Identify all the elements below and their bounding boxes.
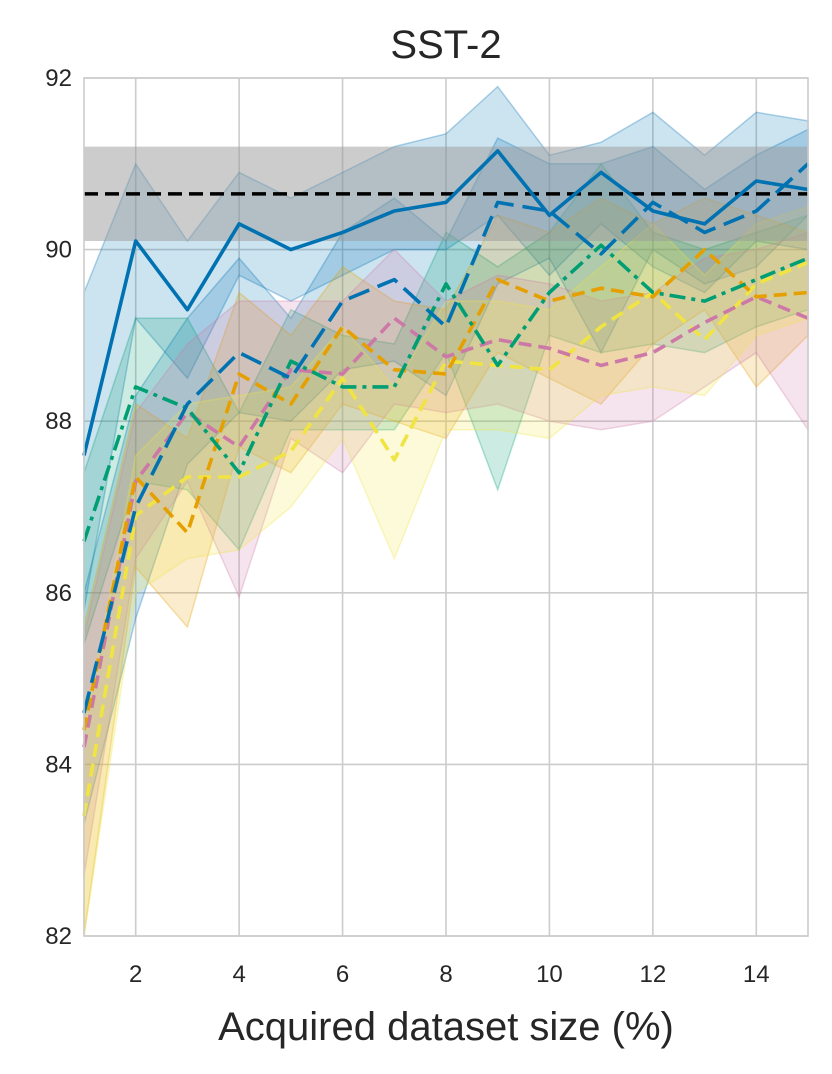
x-tick-label: 8 — [439, 961, 452, 988]
plot-frame — [83, 77, 809, 937]
series-4-line — [82, 247, 809, 731]
y-tick-label: 84 — [45, 751, 72, 778]
series-5-line — [82, 294, 809, 748]
x-tick-label: 6 — [336, 961, 349, 988]
y-tick-labels: 82 84 86 88 90 92 — [45, 65, 72, 950]
y-tick-label: 92 — [45, 65, 72, 92]
x-tick-label: 14 — [743, 961, 770, 988]
chart-title: SST-2 — [390, 23, 501, 67]
x-axis-label: Acquired dataset size (%) — [218, 1005, 674, 1049]
series-1-line — [82, 149, 809, 456]
series-3-line — [82, 243, 809, 542]
x-tick-label: 4 — [232, 961, 245, 988]
x-tick-label: 12 — [640, 961, 667, 988]
y-tick-label: 82 — [45, 923, 72, 950]
x-tick-label: 2 — [129, 961, 142, 988]
x-tick-label: 10 — [536, 961, 563, 988]
y-tick-label: 88 — [45, 408, 72, 435]
x-tick-labels: 2 4 6 8 10 12 14 — [129, 961, 770, 988]
reference-baseline — [84, 146, 808, 242]
series-lines — [82, 149, 810, 817]
y-tick-label: 90 — [45, 237, 72, 264]
series-2-line — [82, 162, 810, 714]
y-tick-label: 86 — [45, 580, 72, 607]
